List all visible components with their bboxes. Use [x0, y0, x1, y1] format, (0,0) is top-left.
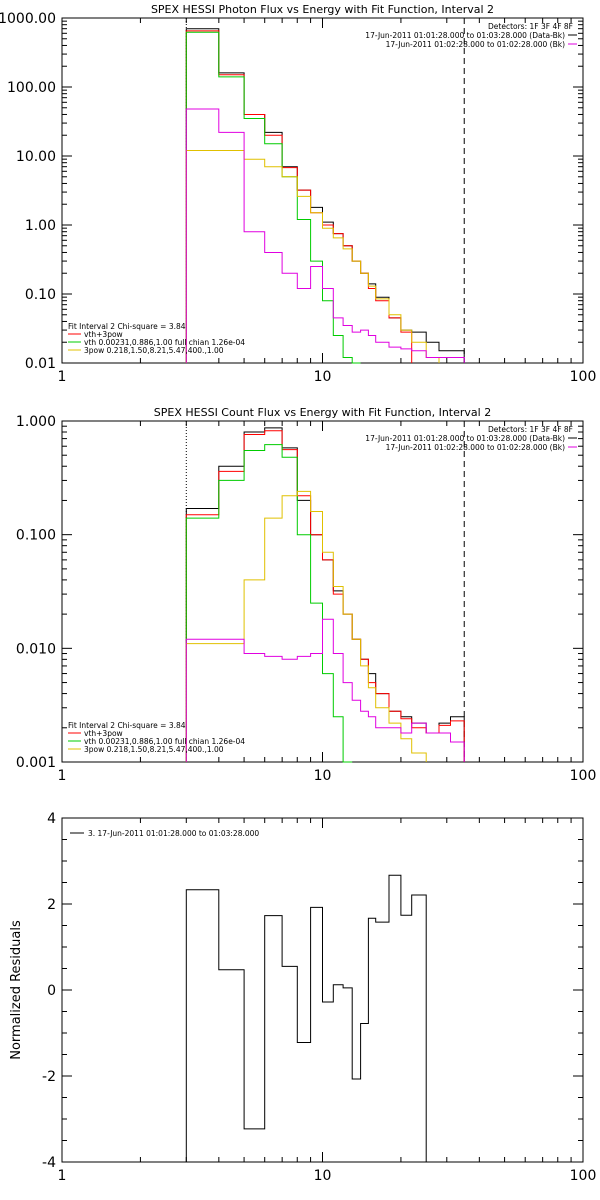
legend-bottom-left-text: vth+3pow [84, 330, 123, 339]
series-1-line [185, 427, 465, 762]
y-tick-label: 0.001 [16, 755, 56, 771]
chart-title: SPEX HESSI Count Flux vs Energy with Fit… [154, 406, 491, 419]
series-5-line [185, 618, 465, 762]
legend-top-right-text: 17-Jun-2011 01:02:28.000 to 01:02:28.000… [386, 443, 565, 452]
legend-top-right-text: Detectors: 1F 3F 4F 8F [488, 22, 573, 31]
x-tick-label: 1 [58, 1168, 67, 1184]
series-4-line [185, 150, 440, 363]
legend-bottom-left-text: vth 0.00231,0.886,1.00 full chian 1.26e-… [84, 737, 245, 746]
x-tick-label: 100 [570, 768, 597, 784]
x-tick-label: 1 [58, 768, 67, 784]
y-tick-label: -2 [42, 1069, 56, 1085]
y-tick-label: -4 [42, 1155, 56, 1171]
y-tick-label: 10.00 [16, 149, 56, 165]
x-tick-label: 100 [570, 369, 597, 385]
legend-top-right-text: 17-Jun-2011 01:01:28.000 to 01:03:28.000… [365, 31, 565, 40]
y-axis-label: Normalized Residuals [9, 920, 24, 1060]
y-tick-label: 0.10 [25, 287, 56, 303]
legend-top-right-text: 17-Jun-2011 01:02:28.000 to 01:02:28.000… [386, 40, 565, 49]
x-tick-label: 1 [58, 369, 67, 385]
x-tick-label: 10 [314, 768, 332, 784]
chart-3: Normalized Residuals 1 10 100 -4 -2 0 2 4 3. 17-J… [9, 811, 596, 1184]
y-tick-label: 0 [47, 983, 56, 999]
y-tick-label: 0.01 [25, 356, 56, 372]
chart-1: SPEX HESSI Photon Flux vs Energy with Fi… [0, 3, 596, 385]
y-tick-label: 1000.00 [0, 11, 56, 27]
y-tick-label: 100.00 [7, 80, 56, 96]
x-tick-label: 10 [314, 369, 332, 385]
legend-bottom-left-text: vth+3pow [84, 729, 123, 738]
y-tick-label: 1.00 [25, 218, 56, 234]
y-tick-label: 2 [47, 897, 56, 913]
legend-bottom-left-text: Fit Interval 2 Chi-square = 3.84 [68, 322, 186, 331]
legend-bottom-left-text: vth 0.00231,0.886,1.00 full chian 1.26e-… [84, 338, 245, 347]
x-tick-label: 10 [314, 1168, 332, 1184]
series-1-line [185, 874, 427, 1162]
plot-frame [61, 420, 584, 763]
legend-top-right-text: 17-Jun-2011 01:01:28.000 to 01:03:28.000… [365, 434, 565, 443]
legend-bottom-left-text: 3pow 0.218,1.50,8.21,5.47,400.,1.00 [84, 745, 224, 754]
legend-top-right-text: Detectors: 1F 3F 4F 8F [488, 425, 573, 434]
series-2-line [185, 30, 413, 363]
chart-title: SPEX HESSI Photon Flux vs Energy with Fi… [151, 3, 494, 16]
legend-bottom-left-text: Fit Interval 2 Chi-square = 3.84 [68, 721, 186, 730]
legend-top-left-text: 3. 17-Jun-2011 01:01:28.000 to 01:03:28.… [88, 829, 259, 838]
series-3-line [185, 31, 361, 364]
y-tick-label: 4 [47, 811, 56, 827]
y-tick-label: 0.010 [16, 641, 56, 657]
series-5-line [185, 108, 465, 363]
y-tick-label: 1.000 [16, 414, 56, 430]
y-tick-label: 0.100 [16, 528, 56, 544]
chart-2: SPEX HESSI Count Flux vs Energy with Fit… [16, 406, 596, 784]
series-3-line [185, 444, 353, 763]
legend-bottom-left-text: 3pow 0.218,1.50,8.21,5.47,400.,1.00 [84, 346, 224, 355]
series-4-line [185, 490, 427, 762]
series-1-line [185, 28, 465, 363]
plot-frame [61, 17, 584, 364]
x-tick-label: 100 [570, 1168, 597, 1184]
